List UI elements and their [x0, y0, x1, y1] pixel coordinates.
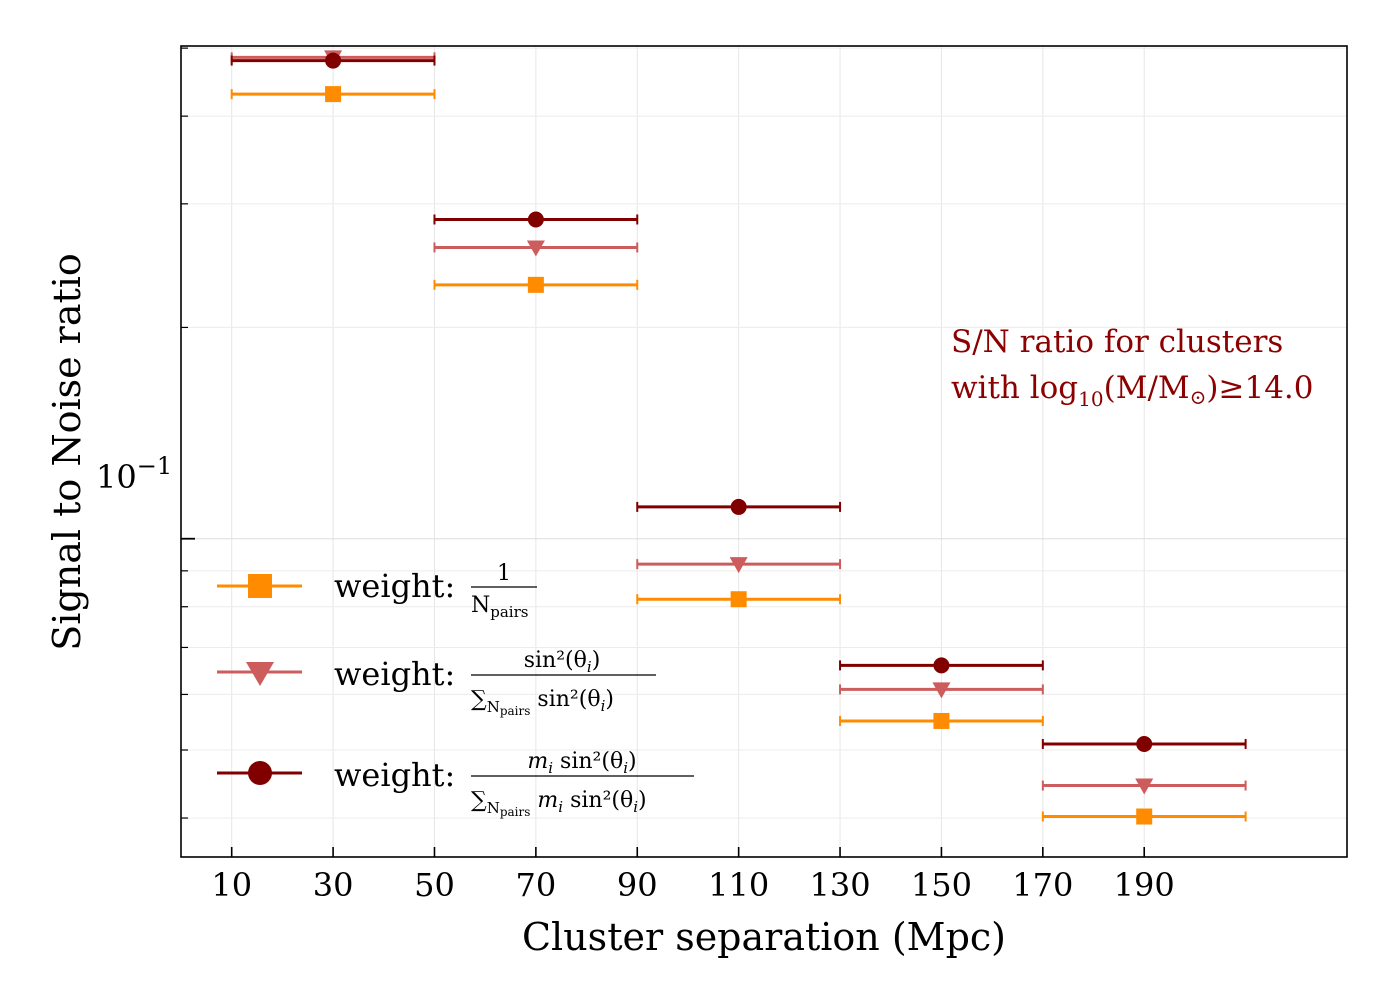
- legend-den-1: Npairs: [471, 593, 528, 621]
- data-point-square: [933, 712, 950, 729]
- axis-ticks: [181, 47, 1146, 857]
- legend-num-2-sub: i: [587, 658, 592, 676]
- legend-num-2-a: sin²(θ: [524, 648, 587, 673]
- legend-den-3-end: ): [638, 788, 647, 813]
- legend-num-2-tail: ): [592, 648, 601, 673]
- legend-marker-square: [248, 574, 272, 598]
- annotation-line2: with log10(M/M⊙)≥14.0: [951, 370, 1314, 411]
- legend-num-3-tail: sin²(θ: [553, 749, 623, 774]
- x-tick-label: 190: [1114, 866, 1175, 904]
- legend-den-2-sum: ∑: [471, 687, 487, 712]
- data-series: [230, 50, 1247, 825]
- legend-den-2-tail: sin²(θ: [530, 687, 600, 712]
- x-tick-label: 30: [313, 866, 354, 904]
- data-point-circle: [933, 657, 950, 674]
- data-point-circle: [325, 52, 342, 69]
- legend-den-3-sub: N: [487, 799, 500, 817]
- legend-prefix-3: weight:: [334, 756, 455, 794]
- annotation-line1: S/N ratio for clusters: [951, 324, 1283, 360]
- legend-den-3: ∑Npairs mi sin²(θi): [471, 788, 647, 819]
- x-tick-label: 70: [516, 866, 557, 904]
- legend-den-3-mid-sub: i: [633, 798, 638, 816]
- data-point-square: [325, 86, 342, 103]
- legend-prefix-2: weight:: [334, 655, 455, 693]
- legend-num-3-tail-sub: i: [623, 759, 628, 777]
- legend-num-2: sin²(θi): [524, 648, 601, 676]
- legend-den-3-subsub: pairs: [500, 805, 531, 819]
- legend-den-2-sub: N: [487, 698, 500, 716]
- legend-num-3-end: ): [628, 749, 637, 774]
- y-tick-label-major: 10−1: [96, 452, 172, 496]
- legend-den-3-m-sub: i: [558, 798, 563, 816]
- x-tick-label: 90: [617, 866, 658, 904]
- x-tick-labels: 10 30 50 70 90 110 130 150 170 190: [211, 866, 1174, 904]
- annotation-line2-mid: (M/M: [1104, 370, 1190, 406]
- legend-entry-3: weight: mi sin²(θi) ∑Npairs mi sin²(θi): [217, 749, 694, 819]
- legend-den-1-base: N: [471, 593, 490, 618]
- annotation: S/N ratio for clusters with log10(M/M⊙)≥…: [951, 324, 1314, 411]
- series-circle: [230, 52, 1247, 752]
- annotation-line2-prefix: with log: [951, 370, 1078, 406]
- legend-entry-1: weight: 1 Npairs: [217, 561, 537, 621]
- data-point-circle: [527, 211, 544, 228]
- data-point-square: [730, 591, 747, 608]
- legend: weight: 1 Npairs weight: sin²(θi) ∑Npair…: [217, 561, 694, 819]
- legend-num-3: mi sin²(θi): [527, 749, 636, 777]
- data-point-circle: [1136, 735, 1153, 752]
- legend-marker-triangle: [246, 662, 274, 686]
- annotation-line2-sub: 10: [1078, 387, 1103, 411]
- y-axis-title: Signal to Noise ratio: [45, 253, 89, 651]
- data-point-circle: [730, 498, 747, 515]
- plot-frame: [180, 45, 1348, 858]
- legend-den-2-end: ): [605, 687, 614, 712]
- legend-num-1: 1: [497, 561, 511, 586]
- legend-den-2: ∑Npairs sin²(θi): [471, 687, 614, 718]
- annotation-line2-sun: ⊙: [1190, 385, 1207, 409]
- data-point-triangle: [932, 682, 951, 699]
- legend-num-3-m: m: [527, 749, 548, 774]
- legend-prefix-1: weight:: [334, 567, 455, 605]
- x-tick-label: 110: [708, 866, 769, 904]
- legend-den-1-sub: pairs: [490, 603, 528, 621]
- data-point-triangle: [1135, 778, 1154, 795]
- legend-den-2-subsub: pairs: [500, 704, 531, 718]
- x-tick-label: 170: [1012, 866, 1073, 904]
- x-tick-label: 150: [911, 866, 972, 904]
- data-point-square: [1136, 808, 1153, 825]
- series-square: [230, 86, 1247, 825]
- data-point-triangle: [526, 240, 545, 257]
- legend-num-3-sub: i: [548, 759, 553, 777]
- legend-den-2-tail-sub: i: [601, 697, 606, 715]
- y-tick-label-base: 10: [96, 458, 137, 496]
- y-tick-label-exp: −1: [137, 452, 172, 480]
- legend-entry-2: weight: sin²(θi) ∑Npairs sin²(θi): [217, 648, 656, 718]
- x-tick-label: 10: [211, 866, 252, 904]
- x-tick-label: 50: [414, 866, 455, 904]
- data-point-triangle: [729, 557, 748, 574]
- x-axis-title: Cluster separation (Mpc): [522, 915, 1006, 959]
- data-point-square: [527, 276, 544, 293]
- legend-den-3-m: m: [530, 788, 558, 813]
- legend-den-3-sum: ∑: [471, 788, 487, 813]
- grid-lines: [181, 46, 1347, 857]
- legend-marker-circle: [248, 761, 272, 785]
- legend-den-3-mid: sin²(θ: [563, 788, 633, 813]
- series-triangle-down: [230, 50, 1247, 795]
- x-tick-label: 130: [810, 866, 871, 904]
- annotation-line2-suffix: )≥14.0: [1206, 370, 1313, 406]
